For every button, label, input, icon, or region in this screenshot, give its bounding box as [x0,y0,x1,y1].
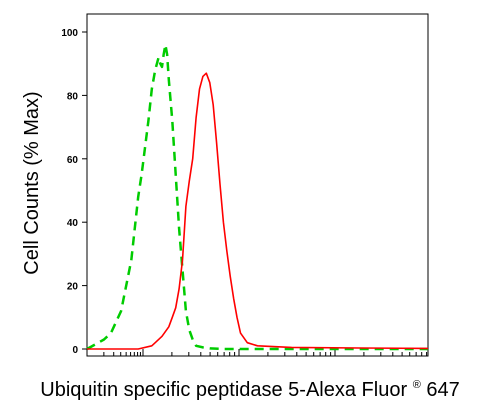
x-axis-title-main: Ubiquitin specific peptidase 5-Alexa Flu… [40,379,407,401]
series-line-green-dashed [86,43,428,351]
y-axis-ticks: 0 20 40 60 80 100 [61,28,87,356]
y-tick-label: 100 [61,28,78,39]
y-tick-label: 40 [67,218,79,229]
registered-mark: ® [413,379,421,391]
x-axis-title: Ubiquitin specific peptidase 5-Alexa Flu… [40,371,459,401]
series-line-red-solid [87,72,429,350]
plot-frame [86,13,429,357]
y-axis-title: Cell Counts (% Max) [21,91,43,274]
y-tick-label: 20 [67,282,79,293]
x-axis-title-suffix: 647 [426,379,459,401]
x-axis-ticks [86,349,428,356]
series-layer [86,43,429,351]
y-tick-label: 0 [72,345,78,356]
y-tick-label: 80 [67,91,79,102]
y-tick-label: 60 [67,155,79,166]
